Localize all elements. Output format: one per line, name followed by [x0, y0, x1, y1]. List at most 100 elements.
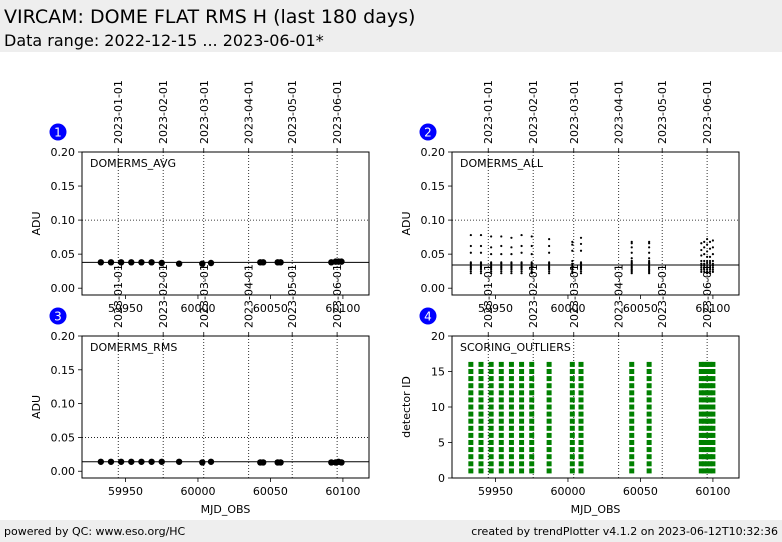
- outlier-point: [519, 447, 525, 453]
- data-point: [207, 458, 215, 465]
- outlier-point: [529, 440, 535, 445]
- y-tick-label: 0.10: [51, 398, 76, 411]
- outlier-point: [629, 390, 635, 396]
- data-point: [708, 263, 712, 267]
- outlier-point: [529, 425, 535, 431]
- outlier-point: [646, 432, 652, 438]
- outlier-point: [646, 383, 652, 389]
- outlier-point: [529, 376, 535, 382]
- outlier-point: [488, 425, 494, 431]
- data-point: [700, 259, 703, 263]
- data-point: [479, 244, 483, 248]
- data-point: [648, 251, 651, 254]
- y-tick-label: 0.20: [421, 146, 446, 159]
- outlier-point: [707, 418, 713, 424]
- outlier-point: [629, 440, 635, 445]
- outlier-point: [468, 404, 474, 410]
- data-point: [259, 459, 267, 466]
- outlier-point: [519, 432, 525, 438]
- footer-timestamp: created by trendPlotter v4.1.2 on 2023-0…: [471, 525, 778, 538]
- outlier-point: [701, 468, 707, 474]
- y-tick-label: 0.05: [51, 248, 76, 261]
- data-point: [548, 261, 551, 264]
- outlier-point: [646, 468, 652, 474]
- x-tick-label: 60100: [325, 485, 360, 498]
- outlier-point: [519, 397, 525, 403]
- data-point: [520, 272, 523, 275]
- outlier-point: [546, 461, 552, 467]
- data-point: [548, 244, 551, 248]
- outlier-point: [508, 440, 514, 445]
- outlier-point: [578, 404, 584, 410]
- x-tick-label: 59950: [108, 485, 143, 498]
- outlier-point: [629, 383, 635, 389]
- outlier-point: [701, 397, 707, 403]
- data-point: [510, 246, 513, 249]
- outlier-point: [569, 432, 575, 438]
- page-title: VIRCAM: DOME FLAT RMS H (last 180 days): [4, 6, 416, 28]
- date-tick-label: 2023-06-01: [701, 264, 714, 328]
- header-bar: VIRCAM: DOME FLAT RMS H (last 180 days) …: [0, 0, 782, 52]
- data-point: [571, 272, 574, 275]
- data-point: [158, 259, 165, 267]
- outlier-point: [519, 376, 525, 382]
- date-tick-label: 2023-01-01: [482, 80, 495, 144]
- panel-label: DOMERMS_RMS: [90, 341, 177, 354]
- outlier-point: [704, 461, 710, 467]
- outlier-point: [646, 411, 652, 417]
- date-tick-label: 2023-02-01: [157, 80, 170, 144]
- outlier-point: [546, 383, 552, 389]
- data-point: [510, 272, 513, 275]
- outlier-point: [698, 432, 704, 438]
- outlier-point: [468, 376, 474, 382]
- data-point: [706, 261, 709, 265]
- outlier-point: [468, 418, 474, 424]
- outlier-point: [478, 383, 484, 389]
- outlier-point: [519, 369, 525, 374]
- outlier-point: [498, 461, 504, 467]
- data-point: [500, 270, 503, 273]
- outlier-point: [488, 447, 494, 453]
- outlier-point: [569, 361, 575, 367]
- outlier-point: [704, 454, 710, 460]
- data-point: [107, 259, 115, 266]
- data-point: [579, 236, 583, 239]
- outlier-point: [701, 361, 707, 367]
- outlier-point: [569, 369, 575, 374]
- outlier-point: [508, 447, 514, 453]
- outlier-point: [569, 376, 575, 382]
- date-tick-label: 2023-03-01: [198, 80, 211, 144]
- data-point: [706, 250, 709, 253]
- outlier-point: [468, 461, 474, 467]
- outlier-point: [478, 361, 484, 367]
- data-point: [708, 268, 712, 271]
- outlier-point: [478, 447, 484, 453]
- outlier-point: [488, 461, 494, 467]
- outlier-point: [578, 397, 584, 403]
- data-point: [700, 264, 703, 267]
- data-point: [579, 272, 583, 275]
- data-point: [479, 251, 483, 254]
- outlier-point: [488, 369, 494, 374]
- outlier-point: [707, 447, 713, 453]
- outlier-point: [569, 404, 575, 410]
- outlier-point: [578, 411, 584, 417]
- outlier-point: [519, 468, 525, 474]
- outlier-point: [698, 404, 704, 410]
- outlier-point: [707, 411, 713, 417]
- outlier-point: [488, 418, 494, 424]
- outlier-point: [578, 468, 584, 474]
- panel-2: 2023-01-01 2023-02-01 2023-03-01 2023-04-01…: [400, 80, 740, 315]
- y-tick-label: 0.15: [421, 180, 446, 193]
- outlier-point: [468, 454, 474, 460]
- data-point: [530, 270, 533, 273]
- outlier-point: [529, 454, 535, 460]
- outlier-point: [478, 454, 484, 460]
- outlier-point: [704, 376, 710, 382]
- outlier-point: [546, 425, 552, 431]
- outlier-point: [478, 432, 484, 438]
- outlier-point: [710, 404, 716, 410]
- outlier-point: [710, 425, 716, 431]
- outlier-point: [529, 447, 535, 453]
- panel-3: 2023-01-01 2023-02-01 2023-03-01 2023-04-01…: [30, 264, 370, 516]
